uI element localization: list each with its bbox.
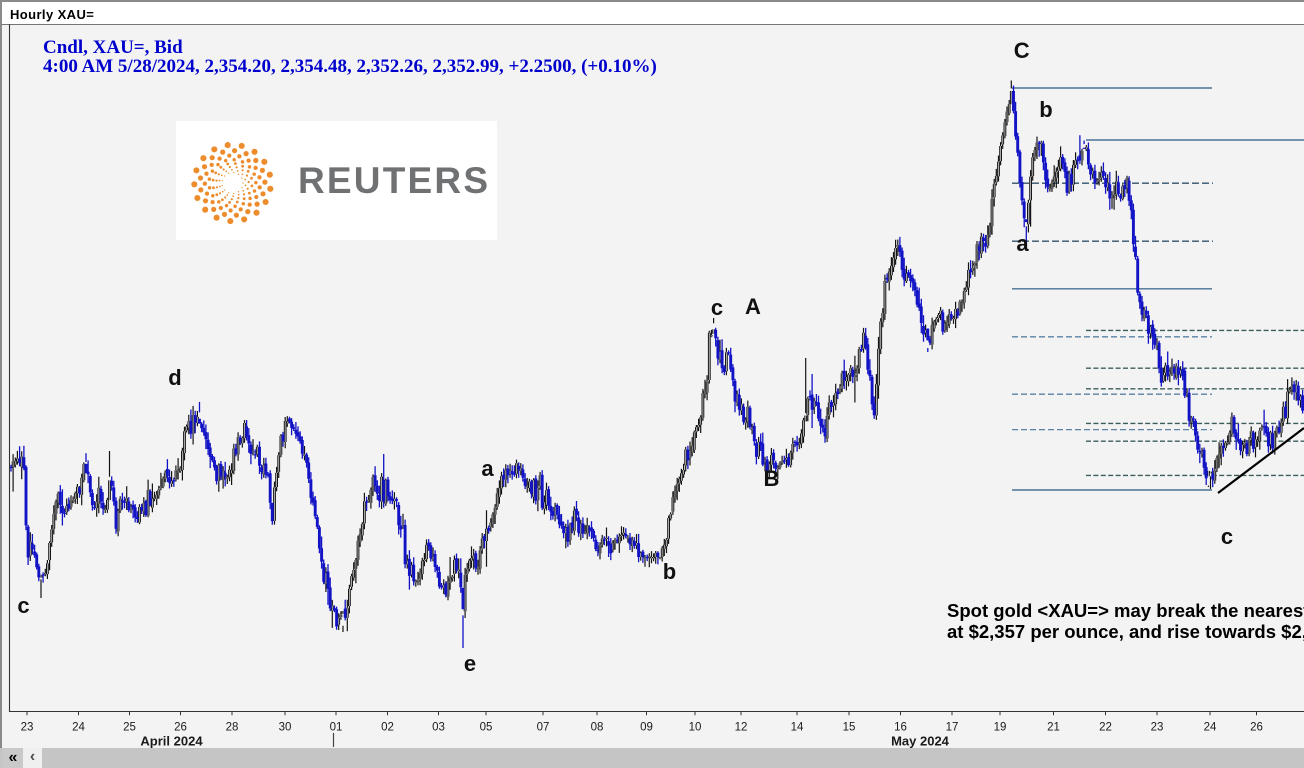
- svg-text:19: 19: [994, 722, 1007, 734]
- svg-text:10: 10: [689, 722, 702, 734]
- svg-text:15: 15: [843, 722, 856, 734]
- svg-text:01: 01: [330, 722, 343, 734]
- svg-text:07: 07: [537, 722, 550, 734]
- svg-text:28: 28: [226, 722, 239, 734]
- svg-text:23: 23: [21, 722, 34, 734]
- svg-text:12: 12: [735, 722, 748, 734]
- svg-text:30: 30: [279, 722, 292, 734]
- svg-text:22: 22: [1099, 722, 1112, 734]
- svg-text:05: 05: [480, 722, 493, 734]
- svg-text:25: 25: [123, 722, 136, 734]
- svg-text:24: 24: [1204, 722, 1217, 734]
- svg-text:03: 03: [432, 722, 445, 734]
- svg-text:09: 09: [640, 722, 653, 734]
- svg-text:14: 14: [791, 722, 804, 734]
- svg-text:24: 24: [72, 722, 85, 734]
- svg-text:17: 17: [946, 722, 959, 734]
- svg-text:02: 02: [381, 722, 394, 734]
- svg-text:16: 16: [894, 722, 907, 734]
- svg-text:23: 23: [1151, 722, 1164, 734]
- svg-text:08: 08: [591, 722, 604, 734]
- svg-text:26: 26: [174, 722, 187, 734]
- svg-text:26: 26: [1250, 722, 1263, 734]
- svg-text:May 2024: May 2024: [891, 734, 950, 749]
- svg-text:April 2024: April 2024: [140, 734, 203, 749]
- svg-text:21: 21: [1047, 722, 1060, 734]
